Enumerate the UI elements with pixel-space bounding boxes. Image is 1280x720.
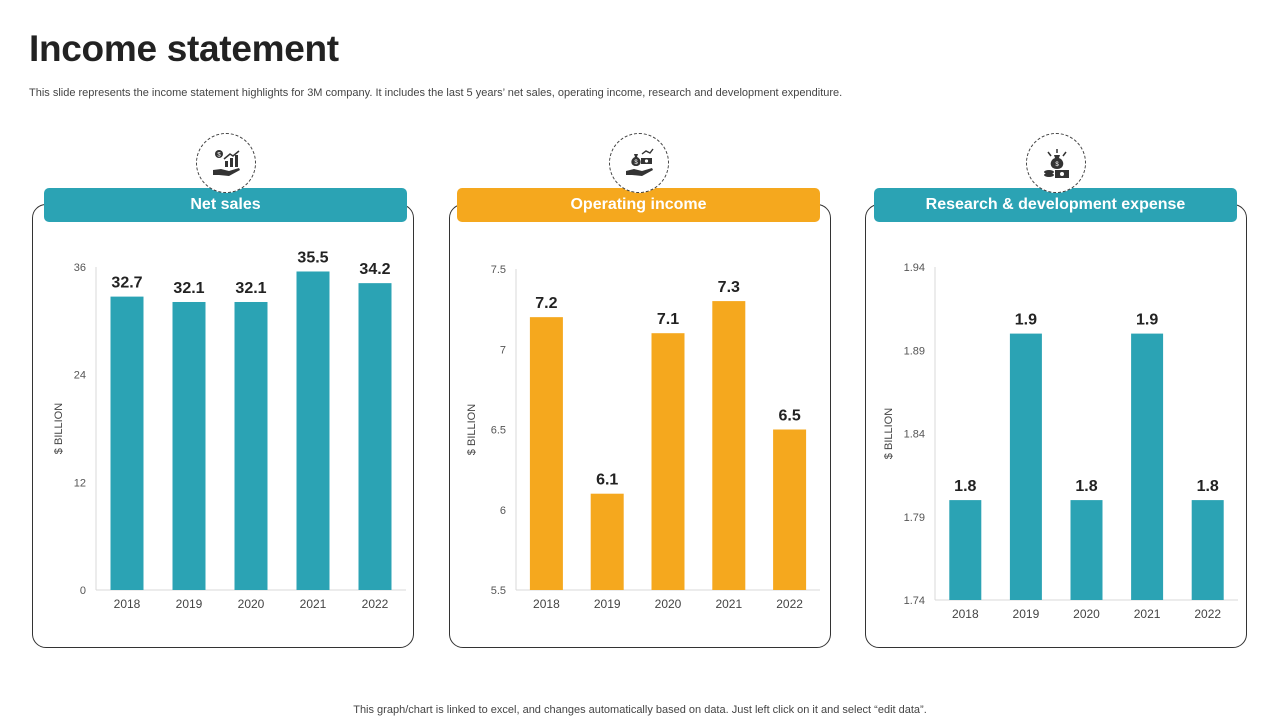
operating-income-x-tick-label: 2018 <box>533 597 560 611</box>
net-sales-data-label-2021: 35.5 <box>297 249 328 266</box>
rd-expense-data-label-2020: 1.8 <box>1075 478 1097 495</box>
net-sales-data-label-2018: 32.7 <box>111 275 142 292</box>
rd-expense-x-tick-label: 2021 <box>1134 607 1161 621</box>
operating-income-x-tick-label: 2021 <box>715 597 742 611</box>
net-sales-data-label-2022: 34.2 <box>359 261 390 278</box>
rd-expense-bar-2018 <box>949 500 982 600</box>
operating-income-bar-2018 <box>529 317 563 590</box>
net-sales-y-tick-label: 0 <box>80 585 86 597</box>
research-development-header: Research & development expense <box>874 188 1237 222</box>
operating-income-data-label-2022: 6.5 <box>778 408 800 425</box>
rd-expense-bar-2021 <box>1131 333 1164 600</box>
net-sales-bar-2019 <box>172 301 206 590</box>
operating-income-y-tick-label: 6 <box>500 505 506 517</box>
rd-expense-data-label-2018: 1.8 <box>954 478 976 495</box>
operating-income-x-tick-label: 2020 <box>655 597 682 611</box>
rd-expense-data-label-2019: 1.9 <box>1015 312 1037 329</box>
operating-income-data-label-2018: 7.2 <box>535 295 557 312</box>
net-sales-y-tick-label: 24 <box>74 370 86 382</box>
page-title: Income statement <box>29 28 339 69</box>
net-sales-x-tick-label: 2021 <box>300 597 327 611</box>
operating-income-y-tick-label: 7 <box>500 344 506 356</box>
rd-expense-data-label-2021: 1.9 <box>1136 312 1158 329</box>
page-subtitle: This slide represents the income stateme… <box>29 87 843 99</box>
net-sales-x-tick-label: 2020 <box>238 597 265 611</box>
rd-expense-y-tick-label: 1.94 <box>904 262 925 274</box>
rd-expense-bar-2020 <box>1070 500 1103 600</box>
rd-expense-y-tick-label: 1.79 <box>904 512 925 524</box>
operating-income-bar-2021 <box>712 301 746 590</box>
rd-expense-bar-2022 <box>1191 500 1224 600</box>
rd-expense-y-tick-label: 1.84 <box>904 429 925 441</box>
net-sales-x-tick-label: 2018 <box>114 597 141 611</box>
operating-income-data-label-2021: 7.3 <box>718 279 740 296</box>
footer-note: This graph/chart is linked to excel, and… <box>353 704 927 716</box>
net-sales-x-tick-label: 2022 <box>362 597 389 611</box>
operating-income-y-tick-label: 6.5 <box>491 425 506 437</box>
net-sales-y-tick-label: 12 <box>74 477 86 489</box>
svg-text:$: $ <box>634 160 638 166</box>
net-sales-bar-2022 <box>358 283 392 590</box>
net-sales-y-axis-label: $ BILLION <box>53 403 65 454</box>
operating-income-panel <box>449 204 831 648</box>
money-growth-hand-icon: $ <box>196 133 256 193</box>
rd-expense-x-tick-label: 2022 <box>1194 607 1221 621</box>
research-development-panel <box>865 204 1247 648</box>
operating-income-y-tick-label: 5.5 <box>491 585 506 597</box>
money-bag-hand-icon: $ <box>609 133 669 193</box>
net-sales-y-tick-label: 36 <box>74 262 86 274</box>
operating-income-y-tick-label: 7.5 <box>491 264 506 276</box>
rd-expense-x-tick-label: 2019 <box>1013 607 1040 621</box>
net-sales-bar-2018 <box>110 296 144 590</box>
rd-expense-y-axis-label: $ BILLION <box>883 408 895 459</box>
net-sales-bar-2020 <box>234 301 268 590</box>
operating-income-data-label-2020: 7.1 <box>657 311 679 328</box>
operating-income-header: Operating income <box>457 188 820 222</box>
rd-expense-y-tick-label: 1.89 <box>904 345 925 357</box>
rd-expense-data-label-2022: 1.8 <box>1197 478 1219 495</box>
operating-income-y-axis-label: $ BILLION <box>466 404 478 455</box>
operating-income-bar-2020 <box>651 333 685 590</box>
net-sales-bar-2021 <box>296 271 330 590</box>
svg-text:$: $ <box>217 153 221 159</box>
net-sales-data-label-2020: 32.1 <box>235 280 266 297</box>
rd-expense-x-tick-label: 2020 <box>1073 607 1100 621</box>
operating-income-data-label-2019: 6.1 <box>596 472 618 489</box>
rd-expense-x-tick-label: 2018 <box>952 607 979 621</box>
rd-expense-y-tick-label: 1.74 <box>904 595 925 607</box>
rd-expense-bar-2019 <box>1009 333 1042 600</box>
operating-income-bar-2019 <box>590 493 624 590</box>
money-research-icon: $ <box>1026 133 1086 193</box>
svg-text:$: $ <box>1055 162 1059 168</box>
net-sales-x-tick-label: 2019 <box>176 597 203 611</box>
net-sales-data-label-2019: 32.1 <box>173 280 204 297</box>
operating-income-bar-2022 <box>773 429 807 590</box>
operating-income-x-tick-label: 2022 <box>776 597 803 611</box>
net-sales-header: Net sales <box>44 188 407 222</box>
operating-income-x-tick-label: 2019 <box>594 597 621 611</box>
